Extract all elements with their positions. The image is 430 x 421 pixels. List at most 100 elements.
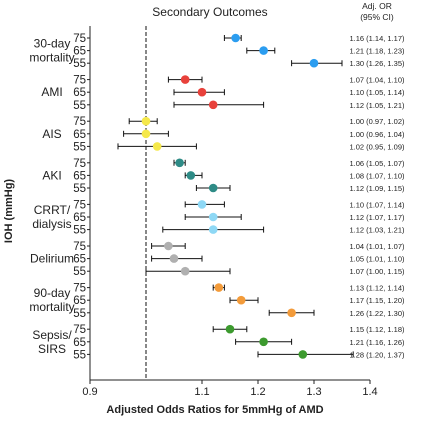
or-point xyxy=(164,241,173,251)
level-label: 55 xyxy=(73,308,86,320)
level-label: 75 xyxy=(73,158,86,170)
level-label: 55 xyxy=(73,225,86,237)
level-label: 75 xyxy=(73,324,86,336)
x-tick-label: 1.4 xyxy=(362,386,377,398)
level-label: 75 xyxy=(73,75,86,87)
or-value-label: 1.12 (1.09, 1.15) xyxy=(349,184,405,193)
level-label: 65 xyxy=(73,46,86,58)
level-label: 65 xyxy=(73,212,86,224)
or-point xyxy=(141,129,151,139)
level-label: 75 xyxy=(73,283,86,295)
x-tick-label: 1.1 xyxy=(194,386,209,398)
level-label: 65 xyxy=(73,87,86,99)
or-value-label: 1.00 (0.96, 1.04) xyxy=(349,130,405,139)
or-point xyxy=(169,254,179,263)
or-value-label: 1.21 (1.18, 1.23) xyxy=(349,47,405,56)
outcome-group: AMI 75 1.07 (1.04, 1.10) 65 1.10 (1.05, 1.14… xyxy=(41,75,405,112)
or-value-label: 1.10 (1.05, 1.14) xyxy=(349,88,405,97)
outcome-group: AIS 75 1.00 (0.97, 1.02) 65 1.00 (0.96, 1.04… xyxy=(42,116,405,153)
group-label: dialysis xyxy=(32,217,71,231)
level-label: 65 xyxy=(73,295,86,307)
group-label: AKI xyxy=(42,168,61,182)
or-point xyxy=(197,200,207,209)
or-value-label: 1.28 (1.20, 1.37) xyxy=(349,350,405,359)
or-point xyxy=(236,295,246,305)
or-value-label: 1.21 (1.16, 1.26) xyxy=(349,338,405,347)
or-header-line-1: Adj. OR xyxy=(362,1,392,11)
x-tick-label: 1.3 xyxy=(306,386,321,398)
or-point xyxy=(152,142,162,151)
group-label: CRRT/ xyxy=(34,203,71,217)
level-label: 55 xyxy=(73,183,86,195)
or-value-label: 1.04 (1.01, 1.07) xyxy=(349,242,405,251)
or-value-label: 1.15 (1.12, 1.18) xyxy=(349,325,405,334)
x-axis-label: Adjusted Odds Ratios for 5mmHg of AMD xyxy=(106,404,323,416)
group-label: 90-day xyxy=(34,286,71,300)
x-tick-label: 1.2 xyxy=(250,386,265,398)
or-value-label: 1.06 (1.05, 1.07) xyxy=(349,159,405,168)
level-label: 55 xyxy=(73,141,86,153)
or-point xyxy=(287,308,296,318)
or-point xyxy=(298,350,308,359)
group-label: Delirium xyxy=(30,252,74,266)
or-point xyxy=(208,225,218,234)
or-point xyxy=(225,324,235,334)
or-point xyxy=(208,212,218,222)
level-label: 55 xyxy=(73,349,86,361)
or-point xyxy=(180,266,190,276)
outcome-group: Sepsis/SIRS 75 1.15 (1.12, 1.18) 65 1.21 (1.… xyxy=(32,324,405,361)
or-point xyxy=(175,158,184,168)
or-value-label: 1.05 (1.01, 1.10) xyxy=(349,255,405,264)
or-header-line-2: (95% CI) xyxy=(360,12,394,22)
or-value-label: 1.12 (1.07, 1.17) xyxy=(349,213,405,222)
level-label: 65 xyxy=(73,129,86,141)
or-point xyxy=(141,116,151,126)
group-label: AIS xyxy=(42,127,61,141)
outcome-group: AKI 75 1.06 (1.05, 1.07) 65 1.08 (1.07, 1.10… xyxy=(42,158,405,195)
or-point xyxy=(214,283,224,292)
group-label: mortality xyxy=(29,300,74,314)
y-axis-label: IOH (mmHg) xyxy=(3,179,15,244)
level-label: 65 xyxy=(73,337,86,349)
level-label: 55 xyxy=(73,100,86,112)
level-label: 75 xyxy=(73,241,86,253)
or-value-label: 1.00 (0.97, 1.02) xyxy=(349,117,405,126)
or-value-label: 1.12 (1.05, 1.21) xyxy=(349,101,405,110)
or-value-label: 1.17 (1.15, 1.20) xyxy=(349,296,405,305)
group-label: mortality xyxy=(29,51,74,65)
or-point xyxy=(208,100,218,110)
or-value-label: 1.13 (1.12, 1.14) xyxy=(349,284,405,293)
level-label: 65 xyxy=(73,170,86,182)
or-point xyxy=(186,171,196,180)
x-tick-label: 0.9 xyxy=(82,386,97,398)
or-point xyxy=(197,87,207,97)
or-value-label: 1.30 (1.26, 1.35) xyxy=(349,59,405,68)
or-value-label: 1.10 (1.07, 1.14) xyxy=(349,200,405,209)
group-label: AMI xyxy=(41,85,62,99)
level-label: 55 xyxy=(73,266,86,278)
or-point xyxy=(231,33,240,43)
or-value-label: 1.16 (1.14, 1.17) xyxy=(349,34,405,43)
or-point xyxy=(259,337,268,347)
group-label: SIRS xyxy=(38,342,66,356)
or-value-label: 1.26 (1.22, 1.30) xyxy=(349,309,405,318)
level-label: 75 xyxy=(73,33,86,45)
or-value-label: 1.12 (1.03, 1.21) xyxy=(349,226,405,235)
or-point xyxy=(180,75,190,84)
or-value-label: 1.08 (1.07, 1.10) xyxy=(349,171,405,180)
or-value-label: 1.07 (1.04, 1.10) xyxy=(349,76,405,85)
or-value-label: 1.02 (0.95, 1.09) xyxy=(349,142,405,151)
or-point xyxy=(259,46,268,55)
or-point xyxy=(208,183,218,193)
level-label: 55 xyxy=(73,58,86,70)
or-point xyxy=(309,58,319,68)
level-label: 65 xyxy=(73,254,86,266)
level-label: 75 xyxy=(73,116,86,128)
or-value-label: 1.07 (1.00, 1.15) xyxy=(349,267,405,276)
